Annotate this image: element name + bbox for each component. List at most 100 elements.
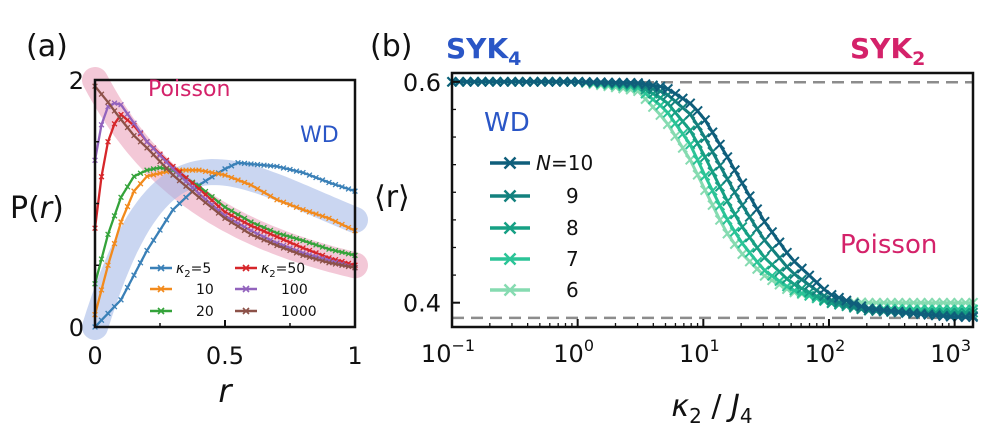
marker-n7 <box>729 226 741 237</box>
marker-n10 <box>469 76 480 88</box>
marker-n9 <box>714 160 726 171</box>
panel-a-ylabel-main: P( <box>10 191 40 226</box>
x-tick-label-b: 103 <box>930 336 971 368</box>
marker-k10 <box>319 213 326 220</box>
marker-k20 <box>150 166 157 172</box>
marker-k10 <box>124 203 131 210</box>
marker-k5 <box>267 162 274 169</box>
marker-n10 <box>677 93 688 104</box>
tick-base: 10 <box>805 340 836 368</box>
marker-k1000 <box>280 245 287 251</box>
marker-k1000 <box>118 116 124 123</box>
marker-k20 <box>332 247 339 254</box>
marker-k5 <box>176 200 183 207</box>
marker-n10 <box>655 81 666 92</box>
marker-n9 <box>796 274 808 285</box>
marker-k50 <box>274 233 280 240</box>
marker-k1000 <box>209 204 215 211</box>
marker-n9 <box>729 186 741 198</box>
marker-k10 <box>202 168 209 175</box>
legend-label-k5: κ2=5 <box>176 261 211 280</box>
marker-k10 <box>150 171 157 178</box>
marker-k100 <box>137 129 144 136</box>
marker-n7 <box>759 265 770 276</box>
marker-k5 <box>306 172 313 178</box>
marker-n8 <box>670 107 681 118</box>
legend-label-k100: 100 <box>281 282 308 298</box>
legend-label-k10: 10 <box>196 282 214 298</box>
marker-k20 <box>287 233 293 240</box>
panel-a-series <box>92 83 358 330</box>
legend-label-n6: 6 <box>566 278 579 302</box>
marker-k10 <box>105 262 111 269</box>
marker-n8 <box>722 195 733 207</box>
marker-k1000 <box>274 242 280 249</box>
legend-label-n7: 7 <box>566 247 579 271</box>
legend-item-k20: 20 <box>150 304 214 320</box>
marker-k20 <box>111 212 118 219</box>
marker-n10 <box>484 76 495 88</box>
marker-k1000 <box>293 250 300 256</box>
marker-n10 <box>684 98 696 109</box>
marker-k5 <box>293 168 300 174</box>
marker-k10 <box>241 179 248 186</box>
marker-k50 <box>306 247 313 254</box>
marker-k10 <box>293 204 300 211</box>
marker-n10 <box>521 76 532 88</box>
series-k10 <box>92 167 358 318</box>
marker-k100 <box>157 152 163 159</box>
marker-k5 <box>254 161 261 168</box>
y-tick-label-a: 2 <box>69 67 84 95</box>
marker-k5 <box>157 227 163 233</box>
marker-k100 <box>163 159 170 165</box>
x-tick-label-a: 1 <box>347 342 362 370</box>
marker-n7 <box>692 154 703 166</box>
marker-k50 <box>241 219 248 226</box>
y-tick-label-b: 0.6 <box>403 69 441 97</box>
marker-k1000 <box>339 262 345 269</box>
marker-k100 <box>118 101 124 108</box>
marker-n10 <box>461 76 473 88</box>
legend-sub-k50: 2 <box>269 269 275 280</box>
marker-k20 <box>313 242 319 248</box>
legend-kappa-k50: κ <box>261 261 270 277</box>
marker-k20 <box>345 250 352 257</box>
marker-n8 <box>699 151 711 163</box>
marker-k5 <box>98 317 105 324</box>
legend-marker-k5 <box>157 264 165 272</box>
marker-n10 <box>744 190 755 202</box>
marker-k50 <box>248 222 254 229</box>
marker-k50 <box>124 117 131 123</box>
panel-b-xlabel: κ2 / J4 <box>671 389 752 428</box>
marker-k10 <box>300 206 306 213</box>
marker-k1000 <box>235 223 241 230</box>
marker-k10 <box>118 219 124 225</box>
legend-item-k1000: 1000 <box>235 304 317 320</box>
syk2-sub: 2 <box>912 48 925 70</box>
marker-n10 <box>766 226 778 238</box>
x-tick-label-a: 0.5 <box>206 342 244 370</box>
x-tick-label-a: 0 <box>87 342 102 370</box>
marker-k20 <box>137 170 144 177</box>
marker-k5 <box>163 217 170 223</box>
marker-k1000 <box>157 158 163 165</box>
panel-b-series <box>446 76 979 323</box>
marker-k20 <box>118 194 124 201</box>
marker-k10 <box>144 173 150 180</box>
series-line-n8 <box>452 80 973 315</box>
marker-k20 <box>98 256 105 262</box>
marker-n10 <box>759 216 770 227</box>
marker-k10 <box>157 170 163 177</box>
marker-n7 <box>737 238 748 249</box>
marker-k5 <box>183 194 189 201</box>
marker-k10 <box>267 193 274 199</box>
marker-k5 <box>124 284 131 291</box>
marker-n8 <box>692 138 703 149</box>
legend-label-k50: κ2=50 <box>261 261 305 280</box>
marker-k1000 <box>345 263 352 270</box>
marker-n10 <box>848 298 860 309</box>
marker-k10 <box>189 167 196 174</box>
marker-k20 <box>228 208 235 214</box>
